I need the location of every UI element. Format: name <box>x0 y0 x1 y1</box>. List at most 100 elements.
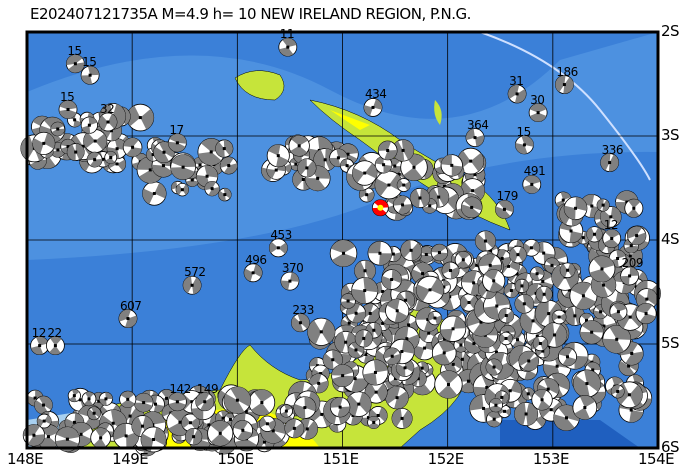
beachball-compression <box>293 403 306 419</box>
focal-mechanism <box>167 133 187 153</box>
focal-mechanism <box>495 199 514 219</box>
beachball-compression <box>625 351 644 365</box>
beachball-center <box>524 412 528 416</box>
beachball-center <box>381 321 385 325</box>
beachball-center <box>509 289 513 293</box>
beachball-center <box>79 432 83 436</box>
beachball-center <box>562 83 566 87</box>
beachball-center <box>138 116 142 120</box>
beachball-center <box>562 310 566 314</box>
beachball-center <box>538 342 542 346</box>
event-depth-label: 434 <box>364 87 387 102</box>
beachball-compression <box>474 298 489 318</box>
beachball-compression <box>499 333 507 344</box>
beachball-compression <box>208 187 220 196</box>
beachball-center <box>319 372 323 376</box>
beachball-center <box>390 354 394 358</box>
beachball-compression <box>571 282 591 296</box>
beachball-center <box>56 148 60 152</box>
beachball-compression <box>403 167 423 181</box>
beachball-compression <box>387 364 395 374</box>
beachball-center <box>483 239 487 243</box>
focal-mechanism <box>559 262 576 279</box>
beachball-compression <box>210 433 231 446</box>
beachball-center <box>418 196 422 200</box>
beachball-compression <box>535 300 549 325</box>
beachball-compression <box>396 363 406 377</box>
beachball-center <box>630 351 634 355</box>
beachball-compression <box>107 113 117 129</box>
beachball-compression <box>564 205 576 220</box>
beachball-compression <box>329 157 341 167</box>
beachball-compression <box>514 402 527 426</box>
beachball-center <box>251 271 255 275</box>
beachball-compression <box>185 179 199 187</box>
beachball-compression <box>84 398 93 406</box>
beachball-compression <box>531 240 540 253</box>
beachball-center <box>271 429 275 433</box>
beachball-compression <box>126 147 142 157</box>
beachball-compression <box>524 369 537 380</box>
focal-mechanism <box>418 246 435 263</box>
focal-mechanism <box>563 196 588 221</box>
beachball-center <box>550 263 554 267</box>
focal-mechanism <box>122 137 143 158</box>
beachball-center <box>298 321 302 325</box>
beachball-compression <box>569 230 583 243</box>
beachball-compression <box>543 378 559 395</box>
beachball-compression <box>305 177 326 191</box>
beachball-center <box>433 316 437 320</box>
beachball-compression <box>463 197 483 211</box>
beachball-center <box>400 416 404 420</box>
focal-mechanism <box>415 275 445 304</box>
beachball-center <box>529 246 533 250</box>
focal-mechanism <box>620 266 640 286</box>
beachball-center <box>485 385 489 389</box>
focal-mechanism <box>515 135 534 155</box>
beachball-compression <box>615 388 625 398</box>
beachball-compression <box>445 193 459 211</box>
focal-mechanism <box>293 396 317 419</box>
beachball-compression <box>600 209 611 228</box>
event-depth-label: 11 <box>279 27 295 42</box>
beachball-center <box>305 166 309 170</box>
beachball-center <box>400 349 404 353</box>
beachball-compression <box>332 350 343 367</box>
beachball-compression <box>362 372 378 386</box>
focal-mechanism <box>521 387 535 401</box>
beachball-compression <box>498 200 514 213</box>
beachball-center <box>536 111 540 115</box>
event-depth-label: 15 <box>516 124 531 139</box>
beachball-compression <box>514 89 527 103</box>
beachball-compression <box>475 233 487 252</box>
focal-mechanism <box>635 303 657 325</box>
beachball-compression <box>230 386 251 407</box>
beachball-center <box>152 191 156 195</box>
focal-mechanism <box>232 420 254 441</box>
beachball-compression <box>131 416 143 437</box>
beachball-center <box>488 263 492 267</box>
beachball-compression <box>331 239 356 254</box>
focal-mechanism <box>367 415 381 429</box>
beachball-center <box>175 141 179 145</box>
beachball-compression <box>291 316 304 332</box>
beachball-compression <box>153 427 167 446</box>
beachball-center <box>87 123 91 127</box>
beachball-center <box>93 158 97 162</box>
beachball-compression <box>289 272 299 282</box>
beachball-compression <box>320 367 330 379</box>
beachball-compression <box>69 395 77 402</box>
beachball-center <box>601 203 605 207</box>
beachball-center <box>331 358 335 362</box>
beachball-compression <box>146 149 154 162</box>
beachball-compression <box>591 276 609 298</box>
focal-mechanism <box>602 229 622 248</box>
focal-mechanism <box>340 293 356 309</box>
beachball-compression <box>383 347 399 359</box>
beachball-compression <box>204 165 218 178</box>
beachball-compression <box>418 254 434 263</box>
island-small <box>434 100 442 125</box>
beachball-compression <box>120 391 135 400</box>
beachball-compression <box>418 370 427 387</box>
